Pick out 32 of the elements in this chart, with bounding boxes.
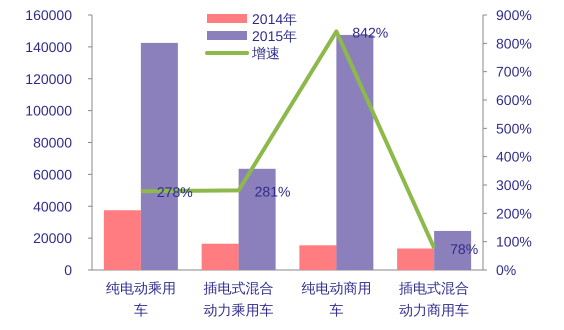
y2-tick-label: 100% bbox=[496, 234, 532, 250]
y2-tick-label: 0% bbox=[496, 262, 516, 278]
y2-tick-label: 500% bbox=[496, 120, 532, 136]
y2-tick-label: 900% bbox=[496, 7, 532, 23]
y2-tick-label: 300% bbox=[496, 177, 532, 193]
y-tick-label: 100000 bbox=[25, 102, 72, 119]
bar bbox=[202, 244, 239, 270]
y2-tick-label: 700% bbox=[496, 64, 532, 80]
x-tick-label: 插电式混合动力乘用车 bbox=[204, 280, 274, 318]
legend-label: 2015年 bbox=[252, 28, 298, 44]
y-tick-label: 40000 bbox=[33, 198, 72, 214]
bar bbox=[104, 210, 141, 270]
bar bbox=[397, 248, 434, 270]
x-tick-label: 纯电动乘用车 bbox=[106, 280, 176, 318]
y2-tick-label: 400% bbox=[496, 148, 532, 165]
legend-label: 增速 bbox=[251, 45, 280, 61]
y-tick-label: 160000 bbox=[25, 7, 72, 23]
data-label: 842% bbox=[352, 24, 388, 40]
x-tick-label: 纯电动商用车 bbox=[301, 280, 372, 318]
y-tick-label: 120000 bbox=[25, 70, 72, 87]
y2-tick-label: 800% bbox=[496, 35, 532, 52]
y-tick-label: 80000 bbox=[33, 134, 72, 150]
y-tick-label: 20000 bbox=[33, 230, 72, 246]
line-series bbox=[138, 29, 436, 250]
y-tick-label: 0 bbox=[64, 262, 72, 278]
y2-tick-label: 600% bbox=[496, 92, 532, 108]
y-tick-label: 60000 bbox=[33, 166, 72, 182]
legend-label: 2014年 bbox=[252, 11, 298, 27]
x-tick-label: 插电式混合动力商用车 bbox=[399, 280, 470, 318]
y2-tick-label: 200% bbox=[496, 205, 532, 222]
y-tick-label: 140000 bbox=[25, 38, 72, 55]
bar bbox=[299, 245, 336, 270]
